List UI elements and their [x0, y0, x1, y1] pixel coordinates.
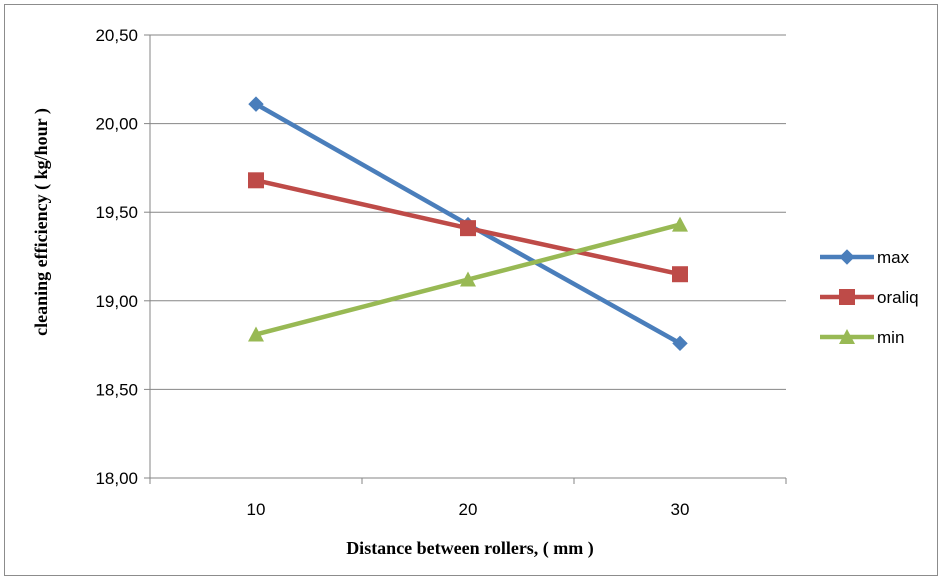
- data-point-oraliq: [672, 266, 688, 283]
- legend-item-oraliq: oraliq: [820, 288, 919, 307]
- x-axis-title: Distance between rollers, ( mm ): [346, 538, 594, 559]
- data-point-oraliq: [248, 172, 264, 189]
- y-tick-label: 18,00: [95, 469, 138, 488]
- y-tick-label: 20,50: [95, 26, 138, 45]
- y-axis-title: cleaning efficiency ( kg/hour ): [31, 108, 52, 336]
- axes: [144, 34, 787, 484]
- x-tick-label: 30: [671, 500, 690, 519]
- data-point-min: [460, 271, 476, 287]
- legend-item-min: min: [820, 328, 904, 347]
- y-tick-label: 18,50: [95, 380, 138, 399]
- legend-marker-max: [839, 249, 855, 265]
- y-tick-label: 19,50: [95, 203, 138, 222]
- data-point-oraliq: [460, 220, 476, 237]
- legend-marker-oraliq: [839, 289, 855, 305]
- legend-label: max: [877, 248, 910, 267]
- y-tick-labels: 18,00 18,50 19,00 19,50 20,00 20,50: [95, 26, 138, 488]
- chart-frame: [4, 4, 938, 576]
- x-tick-labels: 10 20 30: [247, 500, 690, 519]
- x-tick-label: 20: [459, 500, 478, 519]
- data-point-min: [248, 326, 264, 342]
- data-point-min: [672, 216, 688, 232]
- data-point-max: [672, 335, 688, 352]
- y-tick-label: 19,00: [95, 292, 138, 311]
- gridlines: [150, 34, 786, 479]
- legend-label: oraliq: [877, 288, 919, 307]
- series-group: [248, 96, 688, 352]
- data-point-max: [248, 96, 264, 112]
- legend-item-max: max: [820, 248, 910, 267]
- legend-marker-min: [839, 329, 855, 344]
- legend: max oraliq min: [820, 248, 919, 347]
- x-tick-label: 10: [247, 500, 266, 519]
- y-tick-label: 20,00: [95, 115, 138, 134]
- legend-label: min: [877, 328, 904, 347]
